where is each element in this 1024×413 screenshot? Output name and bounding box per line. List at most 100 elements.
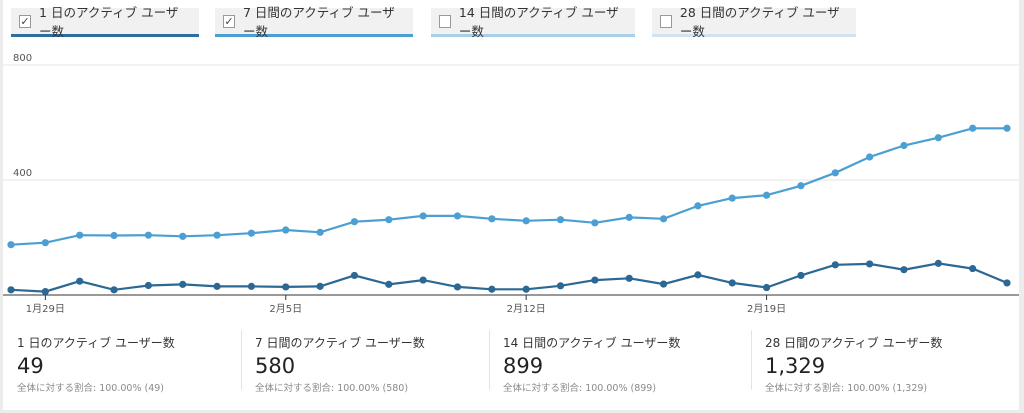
data-point <box>762 283 771 292</box>
toggle-28day-active-users[interactable]: 28 日間のアクティブ ユーザー数 <box>652 5 856 39</box>
data-point <box>694 202 702 210</box>
summary-percentage: 全体に対する割合: 100.00% (580) <box>255 383 409 394</box>
data-point <box>625 213 633 221</box>
summary-14day: 14 日間のアクティブ ユーザー数 899 全体に対する割合: 100.00% … <box>489 322 729 402</box>
data-point <box>453 283 462 291</box>
data-point <box>213 231 221 239</box>
data-point <box>419 212 427 220</box>
toggle-label: 14 日間のアクティブ ユーザー数 <box>458 5 619 39</box>
summary-percentage: 全体に対する割合: 100.00% (1,329) <box>765 383 928 394</box>
data-point <box>247 229 256 237</box>
summary-label: 28 日間のアクティブ ユーザー数 <box>765 336 943 350</box>
y-tick-label: 400 <box>13 168 32 179</box>
data-point <box>7 286 15 294</box>
summary-percentage: 全体に対する割合: 100.00% (899) <box>503 383 657 394</box>
summary-label: 7 日間のアクティブ ユーザー数 <box>255 336 425 350</box>
data-point <box>488 285 496 293</box>
data-point <box>522 285 530 293</box>
summary-value: 49 <box>17 354 44 378</box>
data-point <box>110 231 118 240</box>
data-point <box>522 217 530 225</box>
data-point <box>969 264 977 273</box>
toggle-7day-active-users[interactable]: ✓ 7 日間のアクティブ ユーザー数 <box>215 5 413 39</box>
checkbox-icon[interactable]: ✓ <box>223 14 235 28</box>
data-point <box>350 218 359 226</box>
y-tick-label: 800 <box>13 53 32 64</box>
data-point <box>316 282 324 290</box>
data-point <box>797 271 805 280</box>
data-point <box>76 277 84 285</box>
data-point <box>831 261 839 269</box>
active-users-card: ✓ 1 日のアクティブ ユーザー数 ✓ 7 日間のアクティブ ユーザー数 14 … <box>3 0 1019 410</box>
summary-value: 580 <box>255 354 296 378</box>
toggle-label: 28 日間のアクティブ ユーザー数 <box>679 5 840 39</box>
toggle-14day-active-users[interactable]: 14 日間のアクティブ ユーザー数 <box>431 5 635 39</box>
x-tick-label: 2月12日 <box>507 303 546 315</box>
series-line <box>10 262 1008 293</box>
toggle-label: 1 日のアクティブ ユーザー数 <box>39 5 179 39</box>
data-point <box>659 215 668 223</box>
data-point <box>728 279 736 287</box>
data-point <box>591 219 599 227</box>
data-point <box>350 271 359 280</box>
x-tick-label: 2月19日 <box>747 303 786 315</box>
summary-value: 899 <box>503 354 544 378</box>
data-point <box>385 280 393 288</box>
data-point <box>247 282 256 290</box>
active-users-line-chart: 800 400 1月29日 2月5日 2月12日 2月19日 <box>3 53 1019 315</box>
summary-label: 14 日間のアクティブ ユーザー数 <box>503 336 681 350</box>
data-point <box>591 276 599 284</box>
data-point <box>831 169 839 177</box>
data-point <box>1003 124 1011 132</box>
data-point <box>41 239 49 247</box>
data-point <box>179 232 187 240</box>
summary-label: 1 日のアクティブ ユーザー数 <box>17 336 175 350</box>
data-point <box>728 194 736 202</box>
divider <box>489 330 490 390</box>
data-point <box>110 286 118 294</box>
summary-value: 1,329 <box>765 354 826 378</box>
data-point <box>556 282 565 290</box>
data-point <box>1003 279 1011 287</box>
x-tick-label: 1月29日 <box>26 303 65 315</box>
data-point <box>659 280 668 288</box>
data-point <box>866 260 874 268</box>
data-point <box>934 134 942 142</box>
data-point <box>797 182 805 190</box>
checkbox-icon[interactable] <box>439 14 451 28</box>
data-point <box>385 216 393 224</box>
data-point <box>419 276 427 284</box>
divider <box>751 330 752 390</box>
checkbox-icon[interactable] <box>660 14 672 28</box>
data-point <box>76 231 84 239</box>
summary-1day: 1 日のアクティブ ユーザー数 49 全体に対する割合: 100.00% (49… <box>3 322 243 402</box>
data-point <box>41 287 49 296</box>
toggle-1day-active-users[interactable]: ✓ 1 日のアクティブ ユーザー数 <box>11 5 199 39</box>
summary-7day: 7 日間のアクティブ ユーザー数 580 全体に対する割合: 100.00% (… <box>241 322 481 402</box>
data-point <box>213 282 221 290</box>
summary-percentage: 全体に対する割合: 100.00% (49) <box>17 383 165 394</box>
data-point <box>453 212 462 220</box>
x-tick-label: 2月5日 <box>269 303 302 315</box>
data-point <box>762 191 771 199</box>
data-point <box>934 259 942 267</box>
data-point <box>282 226 290 234</box>
data-point <box>900 266 908 274</box>
data-point <box>866 153 874 161</box>
data-point <box>625 274 633 282</box>
divider <box>241 330 242 390</box>
summary-28day: 28 日間のアクティブ ユーザー数 1,329 全体に対する割合: 100.00… <box>751 322 991 402</box>
data-point <box>179 280 187 288</box>
data-point <box>488 215 496 223</box>
data-point <box>144 281 152 290</box>
checkbox-icon[interactable]: ✓ <box>19 14 32 28</box>
data-point <box>7 241 15 249</box>
series-line <box>10 127 1007 246</box>
data-point <box>556 216 565 224</box>
data-point <box>694 271 702 279</box>
data-point <box>969 124 977 132</box>
data-point <box>316 228 324 236</box>
data-point <box>144 231 152 239</box>
data-point <box>900 141 908 150</box>
data-point <box>282 283 290 291</box>
